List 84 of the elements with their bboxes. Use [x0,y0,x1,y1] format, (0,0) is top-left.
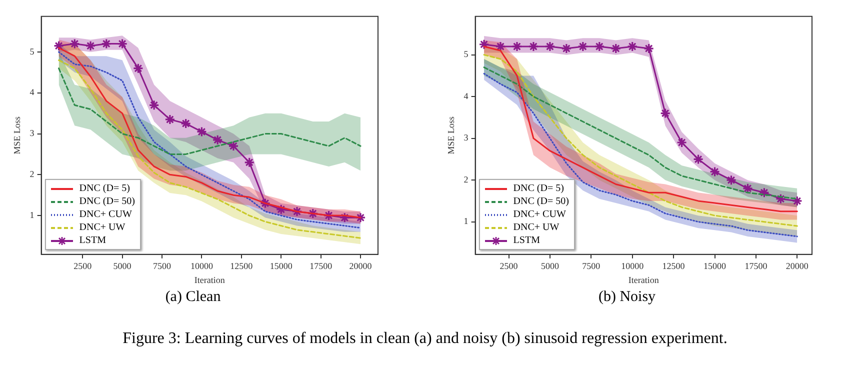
point [644,43,654,54]
x-tick-label: 17500 [744,261,768,272]
legend-label: DNC (D= 50) [79,195,135,208]
point [85,40,96,52]
x-tick-label: 5000 [113,261,132,272]
point [355,212,366,223]
y-tick-label: 2 [464,174,468,184]
y-axis-title: MSE Loss [12,116,22,154]
point [69,38,80,50]
x-tick-label: 15000 [270,261,293,272]
point [101,38,112,50]
point [212,134,223,146]
point [528,41,539,52]
y-tick-label: 3 [30,128,35,138]
legend-label: DNC+ CUW [513,208,566,222]
point [495,41,506,52]
point [627,41,638,52]
x-tick-label: 15000 [704,261,727,272]
x-tick-label: 20000 [786,261,809,272]
point [180,118,192,129]
point [561,43,572,54]
legend-label: LSTM [513,234,540,248]
text: (b) Noisy [598,288,656,305]
point [276,204,286,215]
point [339,212,350,223]
point [117,38,128,50]
point [308,208,318,219]
point [660,108,671,119]
point [132,63,144,74]
x-axis-title: Iteration [194,274,226,285]
legend-label: DNC (D= 50) [513,195,569,208]
x-axis-title: Iteration [628,274,660,285]
point [775,194,786,204]
x-tick-label: 7500 [582,261,601,272]
point [512,41,522,52]
x-tick-label: 12500 [230,261,254,272]
y-tick-label: 1 [464,216,468,226]
caption: Figure 3: Learning curves of models in clean (a) and noisy (b) sinusoid regression experiment. [122,330,728,348]
x-tick-label: 2500 [74,261,92,272]
point [244,157,255,168]
y-tick-label: 1 [30,210,34,220]
point [692,154,704,164]
y-tick-label: 5 [464,49,469,60]
x-tick-label: 20000 [349,261,372,272]
point [610,43,622,54]
point [196,126,208,138]
x-tick-label: 10000 [621,261,644,272]
y-tick-label: 5 [30,46,35,56]
legend-label: DNC (D= 5) [513,182,564,196]
point [578,41,588,52]
point [260,198,271,209]
point [726,174,737,186]
x-tick-label: 5000 [540,261,560,272]
point [148,100,160,110]
legend-label: DNC+ UW [513,221,560,234]
point [594,41,605,52]
point [228,140,239,152]
x-tick-label: 12500 [662,261,686,272]
x-tick-label: 2500 [500,261,518,272]
legend-label: DNC+ UW [79,221,126,234]
point [709,166,720,178]
point [758,187,770,198]
text: (a) Clean [165,288,222,305]
point [676,137,688,148]
point [292,206,302,217]
point [544,41,556,52]
y-tick-label: 2 [30,169,34,180]
point [478,39,490,50]
legend-label: DNC+ CUW [79,208,132,222]
legend-label: DNC (D= 5) [79,182,130,196]
line-series [58,68,362,155]
y-tick-label: 4 [30,87,35,98]
x-tick-label: 7500 [153,261,172,272]
legend-label: LSTM [79,234,106,248]
point [53,40,64,52]
point [792,196,802,206]
point [742,183,754,194]
point [164,114,176,125]
y-tick-label: 3 [464,132,469,143]
point [323,210,334,221]
x-tick-label: 10000 [190,261,214,272]
x-tick-label: 17500 [310,261,333,272]
y-axis-title: MSE Loss [446,116,456,154]
y-tick-label: 4 [464,90,469,101]
